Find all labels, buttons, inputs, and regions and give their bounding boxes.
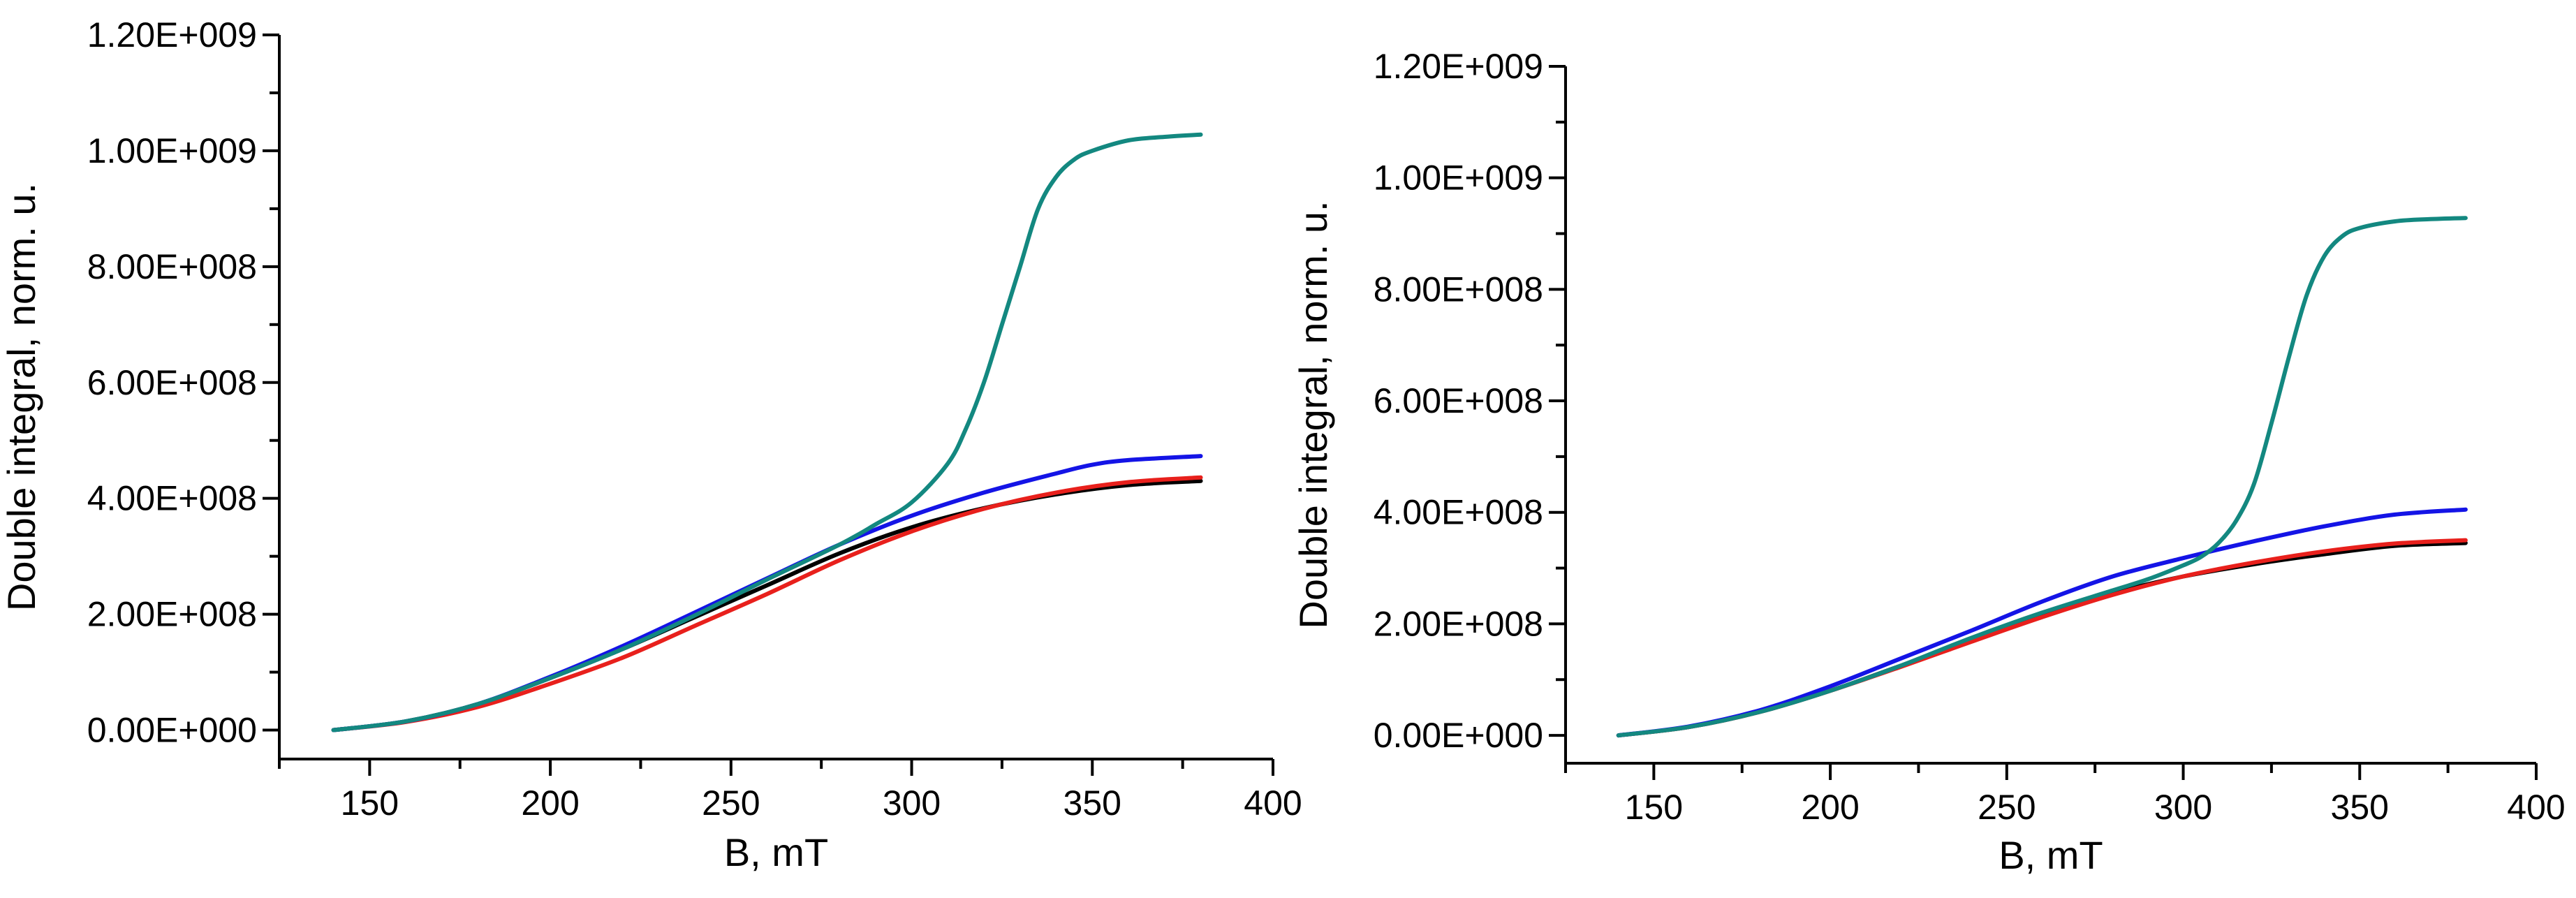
series-line-black [331,478,1203,733]
y-tick-label: 1.20E+009 [87,15,257,54]
y-tick-label: 6.00E+008 [1374,381,1543,420]
x-tick-label: 400 [1244,783,1302,823]
series-line-teal [331,132,1203,733]
x-axis-title: B, mT [1999,833,2103,877]
x-tick-label: 350 [2331,788,2389,827]
series-line-blue [1616,507,2468,738]
chart-panel-1: 150 200 250 300 350 400 0.00E+000 2.00E+008 4.00… [0,15,1302,874]
x-tick-label: 200 [521,783,579,823]
y-axis-title: Double integral, norm. u. [0,183,43,611]
y-tick-label: 1.00E+009 [87,131,257,170]
x-tick-label: 150 [1625,788,1683,827]
x-tick-label: 200 [1801,788,1859,827]
y-tick-label: 2.00E+008 [87,595,257,634]
x-tick-label: 150 [341,783,399,823]
y-tick-label: 2.00E+008 [1374,604,1543,643]
chart-panel-2: 150 200 250 300 350 400 0.00E+000 2.00E+008 4.00… [1291,47,2566,877]
y-tick-label: 1.00E+009 [1374,159,1543,198]
y-tick-label: 6.00E+008 [87,363,257,402]
x-tick-label: 300 [2154,788,2212,827]
x-tick-label: 300 [883,783,941,823]
series-line-teal [1616,216,2468,738]
series-line-black [1616,540,2468,738]
y-tick-label: 4.00E+008 [87,479,257,518]
y-tick-label: 0.00E+000 [1374,716,1543,755]
x-tick-label: 250 [702,783,760,823]
series-line-red [331,475,1203,733]
y-tick-label: 0.00E+000 [87,711,257,750]
x-axis-title: B, mT [724,830,828,874]
y-tick-label: 1.20E+009 [1374,47,1543,86]
y-tick-label: 8.00E+008 [1374,270,1543,309]
x-tick-label: 400 [2507,788,2565,827]
y-axis-title: Double integral, norm. u. [1291,200,1335,628]
x-tick-label: 350 [1063,783,1121,823]
y-tick-label: 8.00E+008 [87,247,257,286]
x-tick-label: 250 [1978,788,2036,827]
series-line-red [1616,538,2468,738]
y-tick-label: 4.00E+008 [1374,493,1543,532]
